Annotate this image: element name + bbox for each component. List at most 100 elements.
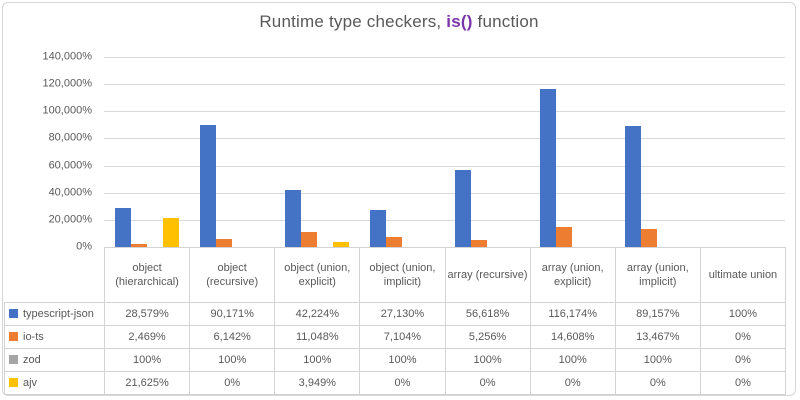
legend-swatch-icon xyxy=(9,332,18,341)
y-tick-label: 0% xyxy=(76,240,92,253)
category-header: object (union, implicit) xyxy=(359,247,446,303)
legend-label: zod xyxy=(23,354,41,366)
value-cell: 7,104% xyxy=(359,325,446,349)
value-cell: 0% xyxy=(699,348,787,372)
value-cell: 13,467% xyxy=(614,325,701,349)
bar-io-ts xyxy=(300,232,317,247)
gridline xyxy=(104,84,785,86)
plot-area xyxy=(104,57,785,247)
chart-title: Runtime type checkers, is() function xyxy=(3,12,795,32)
table-corner-blank xyxy=(5,248,105,303)
value-cell: 100% xyxy=(444,348,531,372)
value-cell: 90,171% xyxy=(189,302,276,326)
legend-swatch-icon xyxy=(9,309,18,318)
legend-swatch-icon xyxy=(9,378,18,387)
value-cell: 0% xyxy=(359,371,446,395)
category-header: array (union, implicit) xyxy=(614,247,701,303)
value-cell: 5,256% xyxy=(444,325,531,349)
y-tick-label: 80,000% xyxy=(48,131,92,144)
table-row-ajv: ajv 21,625% 0% 3,949% 0% 0% 0% 0% 0% xyxy=(4,371,787,395)
bar-typescript-json xyxy=(114,208,131,247)
value-cell: 6,142% xyxy=(189,325,276,349)
bar-io-ts xyxy=(641,228,658,247)
bar-io-ts xyxy=(215,238,232,247)
legend-item-zod: zod xyxy=(4,348,105,372)
bar-group xyxy=(445,57,530,247)
value-cell: 14,608% xyxy=(529,325,616,349)
chart-title-suffix: function xyxy=(472,12,539,31)
gridline xyxy=(104,192,785,194)
bar-group xyxy=(615,57,700,247)
category-header: array (union, explicit) xyxy=(529,247,616,303)
legend-item-ajv: ajv xyxy=(4,371,105,395)
table-row-typescript-json: typescript-json 28,579% 90,171% 42,224% 27,1… xyxy=(4,302,787,326)
value-cell: 42,224% xyxy=(274,302,361,326)
legend-item-typescript-json: typescript-json xyxy=(4,302,105,326)
value-cell: 0% xyxy=(529,371,616,395)
bar-io-ts xyxy=(130,243,147,247)
chart-frame: Runtime type checkers, is() function 0% 2… xyxy=(2,2,796,396)
bar-typescript-json xyxy=(540,89,557,247)
bar-ajv xyxy=(162,217,179,247)
y-tick-label: 60,000% xyxy=(48,159,92,172)
y-tick-label: 120,000% xyxy=(42,77,92,90)
y-tick-label: 20,000% xyxy=(48,213,92,226)
gridline xyxy=(104,57,785,58)
value-cell: 0% xyxy=(699,371,787,395)
bar-io-ts xyxy=(556,227,573,247)
value-cell: 11,048% xyxy=(274,325,361,349)
category-header: object (union, explicit) xyxy=(274,247,361,303)
y-axis: 0% 20,000% 40,000% 60,000% 80,000% 100,000% 12… xyxy=(3,51,100,252)
category-header: array (recursive) xyxy=(444,247,531,303)
category-header: ultimate union xyxy=(699,247,787,303)
value-cell: 100% xyxy=(274,348,361,372)
bar-group xyxy=(359,57,444,247)
y-tick-label: 40,000% xyxy=(48,186,92,199)
legend-label: typescript-json xyxy=(23,308,94,320)
y-tick-label: 140,000% xyxy=(42,50,92,63)
chart-title-highlight: is() xyxy=(446,12,473,31)
bar-io-ts xyxy=(385,237,402,247)
value-cell: 3,949% xyxy=(274,371,361,395)
value-cell: 100% xyxy=(614,348,701,372)
gridline xyxy=(104,111,785,113)
bar-group xyxy=(274,57,359,247)
value-cell: 116,174% xyxy=(529,302,616,326)
bar-typescript-json xyxy=(369,210,386,247)
bar-ajv xyxy=(332,241,349,247)
legend-label: io-ts xyxy=(23,331,44,343)
table-row-io-ts: io-ts 2,469% 6,142% 11,048% 7,104% 5,256% 14,6… xyxy=(4,325,787,349)
category-header: object (hierarchical) xyxy=(103,247,191,303)
gridline xyxy=(104,219,785,221)
category-header-row: object (hierarchical) object (recursive) o… xyxy=(5,247,787,303)
table-row-zod: zod 100% 100% 100% 100% 100% 100% 100% 0% xyxy=(4,348,787,372)
chart-title-prefix: Runtime type checkers, xyxy=(259,12,447,31)
gridline xyxy=(104,165,785,167)
value-cell: 100% xyxy=(189,348,276,372)
value-cell: 100% xyxy=(103,348,191,372)
value-cell: 100% xyxy=(359,348,446,372)
value-cell: 28,579% xyxy=(103,302,191,326)
bar-group xyxy=(530,57,615,247)
value-cell: 100% xyxy=(699,302,787,326)
value-cell: 0% xyxy=(699,325,787,349)
legend-item-io-ts: io-ts xyxy=(4,325,105,349)
bar-typescript-json xyxy=(455,170,472,247)
legend-swatch-icon xyxy=(9,355,18,364)
bar-group xyxy=(700,57,785,247)
value-cell: 2,469% xyxy=(103,325,191,349)
bar-typescript-json xyxy=(284,189,301,247)
value-cell: 21,625% xyxy=(103,371,191,395)
value-cell: 56,618% xyxy=(444,302,531,326)
gridline xyxy=(104,138,785,140)
bar-group xyxy=(189,57,274,247)
bar-group xyxy=(104,57,189,247)
value-cell: 89,157% xyxy=(614,302,701,326)
category-header: object (recursive) xyxy=(189,247,276,303)
value-cell: 27,130% xyxy=(359,302,446,326)
value-cell: 100% xyxy=(529,348,616,372)
value-cell: 0% xyxy=(614,371,701,395)
bar-typescript-json xyxy=(199,124,216,247)
bar-typescript-json xyxy=(625,126,642,247)
y-tick-label: 100,000% xyxy=(42,104,92,117)
